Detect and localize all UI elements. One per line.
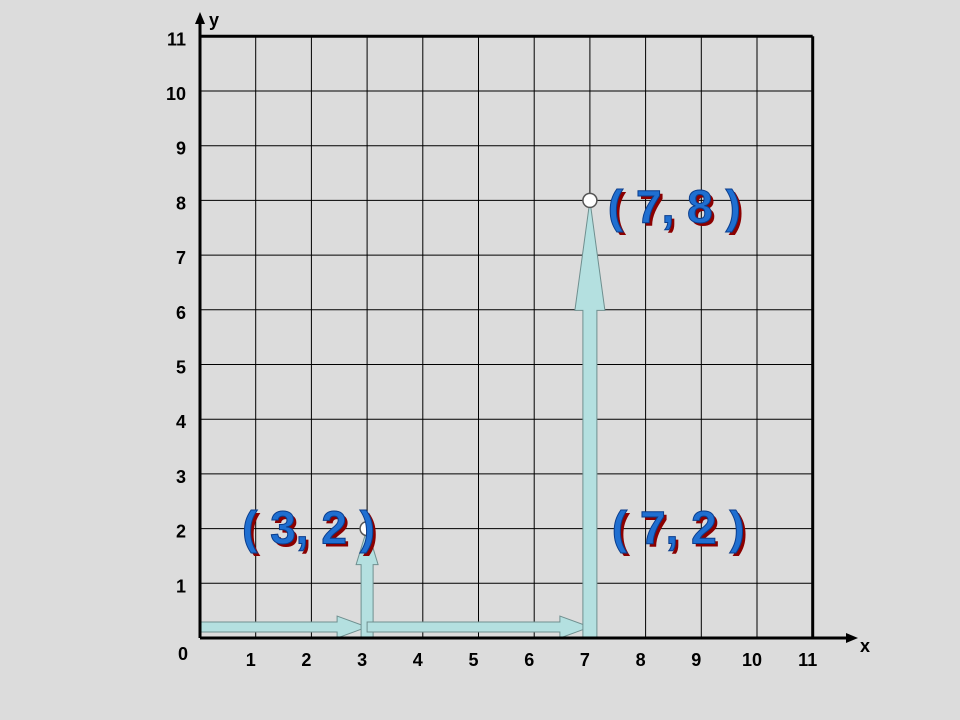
y-tick-label: 9 <box>176 139 186 159</box>
y-tick-label: 1 <box>176 576 186 596</box>
x-tick-label: 3 <box>357 650 367 670</box>
coord-label: ( 3, 2 ) <box>242 502 375 554</box>
y-tick-label: 8 <box>176 193 186 213</box>
x-axis-arrowhead <box>846 633 858 643</box>
axes: x y 0 <box>178 10 870 664</box>
x-tick-label: 9 <box>691 650 701 670</box>
point-marker <box>359 520 375 537</box>
x-tick-label: 7 <box>580 650 590 670</box>
arrows <box>199 200 606 639</box>
arrow-horizontal <box>366 615 592 639</box>
y-tick-label: 2 <box>176 522 186 542</box>
y-tick-label: 10 <box>166 84 186 104</box>
x-tick-label: 5 <box>468 650 478 670</box>
coord-label-shadow: ( 7, 8 ) <box>611 183 744 235</box>
coord-label-shadow: ( 3, 2 ) <box>245 505 378 557</box>
point-marker <box>582 192 598 209</box>
x-tick-label: 2 <box>301 650 311 670</box>
x-tick-label: 4 <box>413 650 423 670</box>
x-axis-label: x <box>860 636 870 656</box>
y-axis-label: y <box>209 10 219 30</box>
arrow-horizontal <box>199 615 369 639</box>
y-tick-label: 11 <box>167 29 186 49</box>
x-tick-label: 11 <box>798 650 817 670</box>
x-tick-label: 1 <box>246 650 256 670</box>
coord-label-shadow: ( 7, 2 ) <box>615 505 748 557</box>
x-tick-label: 8 <box>636 650 646 670</box>
y-tick-label: 6 <box>176 303 186 323</box>
x-tick-label: 6 <box>524 650 534 670</box>
x-tick-label: 10 <box>742 650 762 670</box>
y-axis-arrowhead <box>195 12 205 24</box>
coord-label: ( 7, 2 ) <box>612 502 745 554</box>
y-tick-label: 7 <box>176 248 186 268</box>
y-tick-label: 3 <box>176 467 186 487</box>
y-tick-label: 5 <box>176 358 186 378</box>
y-tick-label: 4 <box>176 412 186 432</box>
points: ( 3, 2 )( 3, 2 )( 7, 8 )( 7, 8 )( 7, 2 )… <box>242 180 748 557</box>
coord-label: ( 7, 8 ) <box>608 180 741 232</box>
origin-label: 0 <box>178 644 188 664</box>
arrow-vertical <box>574 200 606 639</box>
